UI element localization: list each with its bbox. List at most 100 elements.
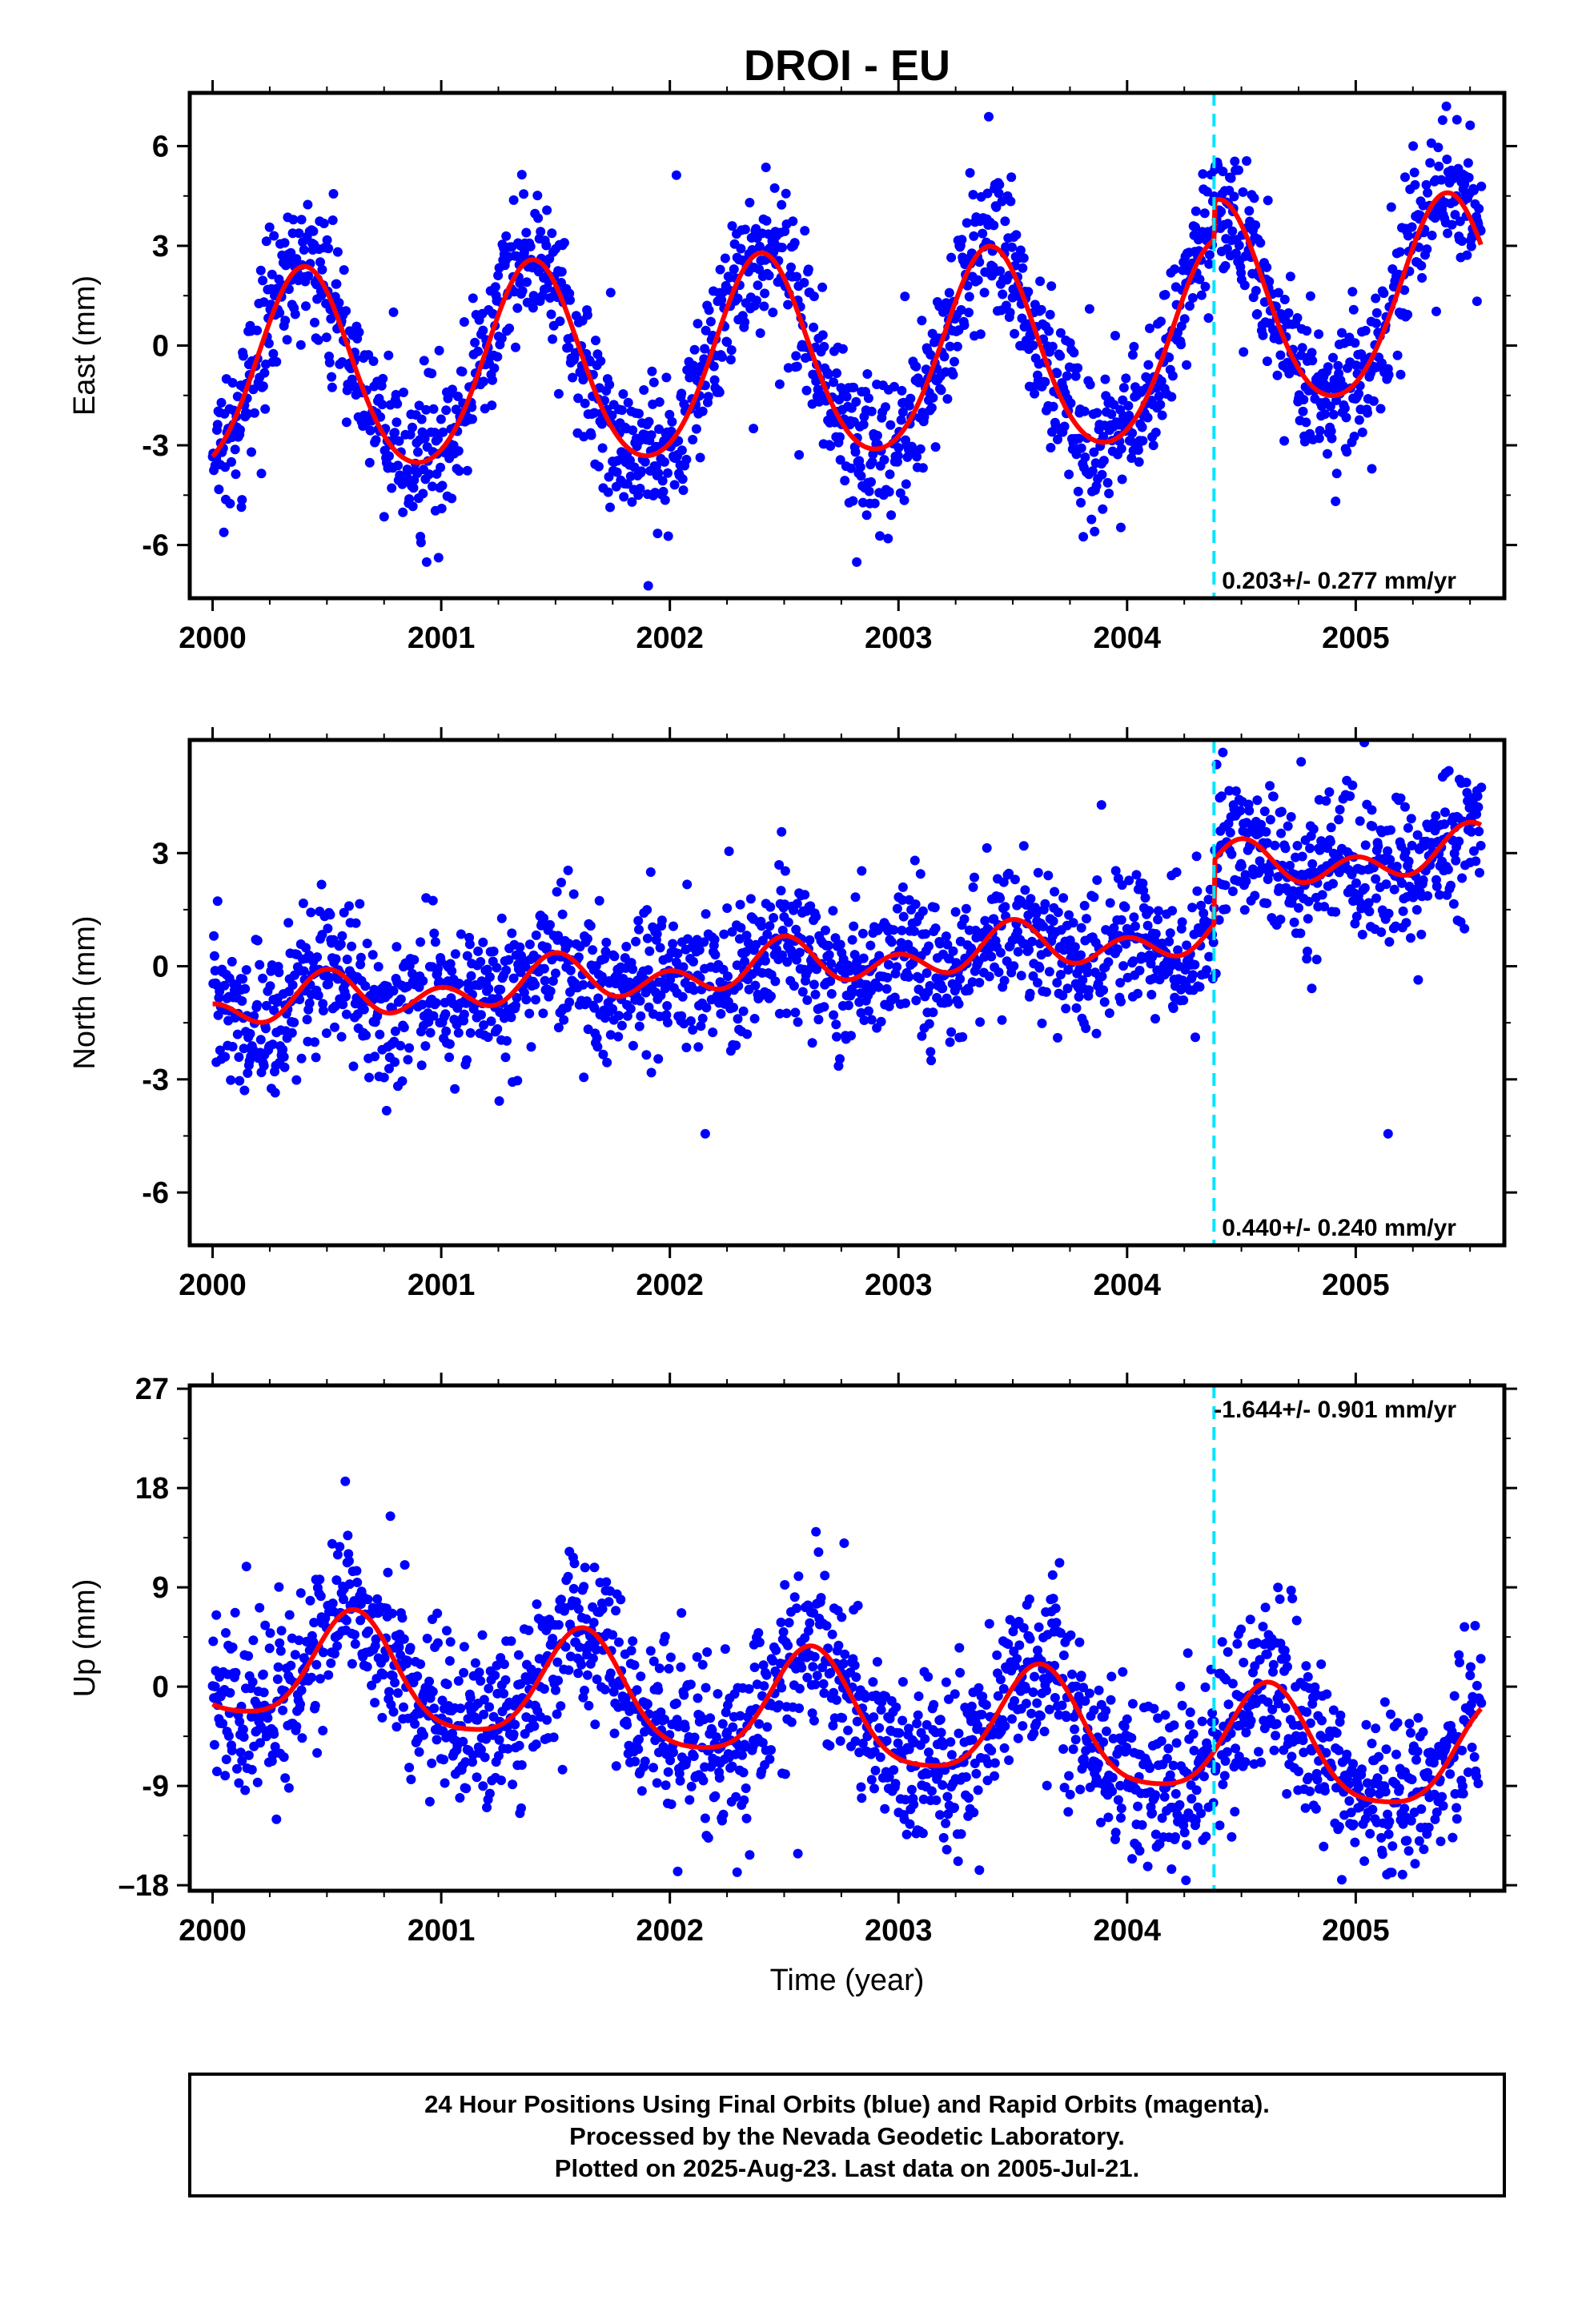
east-data-point: [468, 293, 478, 304]
north-data-point: [1383, 1128, 1393, 1139]
north-data-point: [594, 895, 604, 906]
up-data-point: [218, 1719, 228, 1729]
east-data-point: [691, 424, 701, 434]
up-data-point: [459, 1642, 469, 1652]
north-data-point: [757, 921, 767, 931]
north-data-point: [719, 929, 729, 939]
east-data-point: [1098, 432, 1109, 442]
up-data-point: [494, 1735, 504, 1745]
up-data-point: [765, 1754, 775, 1764]
east-data-point: [433, 434, 443, 444]
up-data-point: [581, 1614, 592, 1624]
up-data-point: [221, 1628, 231, 1638]
north-data-point: [1121, 939, 1131, 949]
x-tick-label: 2000: [179, 1269, 247, 1302]
east-data-point: [1234, 165, 1243, 175]
north-data-point: [245, 1028, 255, 1039]
north-data-point: [982, 842, 992, 853]
up-data-point: [661, 1780, 671, 1791]
north-data-point: [722, 903, 733, 913]
north-data-point: [1355, 816, 1365, 826]
up-data-point: [762, 1722, 773, 1732]
up-data-point: [552, 1709, 562, 1719]
north-data-point: [736, 923, 746, 933]
north-data-point: [444, 1052, 455, 1063]
east-data-point: [1395, 247, 1405, 257]
east-data-point: [761, 215, 772, 226]
east-data-point: [1097, 469, 1107, 480]
north-data-point: [777, 826, 787, 837]
north-data-point: [403, 1055, 413, 1065]
east-data-point: [282, 335, 292, 345]
east-data-point: [1274, 287, 1283, 298]
up-data-point: [424, 1676, 435, 1687]
east-data-point: [1166, 392, 1177, 402]
east-data-point: [1371, 293, 1381, 304]
east-data-point: [555, 316, 565, 327]
east-data-point: [1176, 321, 1186, 332]
east-data-point: [942, 394, 953, 404]
east-data-point: [559, 238, 569, 248]
north-data-point: [1144, 906, 1154, 916]
east-data-point: [936, 385, 946, 396]
north-data-point: [769, 913, 779, 923]
east-data-point: [387, 483, 397, 493]
east-data-point: [978, 228, 988, 239]
north-data-point: [1053, 1032, 1062, 1043]
north-data-point: [892, 962, 902, 972]
north-data-point: [1020, 885, 1030, 895]
east-data-point: [1462, 250, 1472, 260]
north-data-point: [588, 945, 598, 955]
north-data-point: [420, 1041, 431, 1051]
up-data-point: [856, 1782, 866, 1792]
north-data-point: [1471, 856, 1481, 866]
north-data-point: [243, 1068, 253, 1078]
east-data-point: [720, 253, 730, 263]
east-data-point: [1164, 352, 1174, 363]
east-data-point: [235, 424, 245, 435]
north-data-point: [440, 1009, 451, 1019]
east-data-point: [1036, 304, 1046, 315]
up-data-point: [444, 1656, 455, 1666]
east-data-point: [212, 420, 223, 430]
up-data-point: [532, 1599, 542, 1610]
east-data-point: [729, 264, 739, 275]
north-data-point: [616, 1020, 627, 1031]
north-data-point: [1165, 928, 1175, 939]
up-data-point: [837, 1612, 847, 1622]
up-data-point: [805, 1618, 815, 1628]
north-data-point: [238, 974, 248, 984]
north-data-point: [317, 930, 327, 940]
north-data-point: [1074, 991, 1084, 1002]
east-data-point: [819, 341, 829, 352]
north-data-point: [625, 1003, 636, 1014]
east-data-point: [512, 251, 522, 261]
east-data-point: [1337, 328, 1347, 338]
east-data-point: [1137, 422, 1147, 432]
north-data-point: [1262, 838, 1272, 848]
north-data-point: [975, 1017, 986, 1027]
up-data-point: [591, 1644, 601, 1655]
north-data-point: [1345, 791, 1355, 802]
up-data-point: [629, 1660, 640, 1671]
north-data-point: [1302, 954, 1312, 964]
east-data-point: [504, 324, 515, 333]
east-data-point: [1196, 290, 1207, 300]
north-data-point: [1443, 766, 1454, 776]
east-data-point: [1431, 306, 1441, 316]
north-data-point: [1016, 971, 1026, 981]
north-data-point: [409, 955, 420, 965]
north-data-point: [1208, 937, 1219, 947]
up-data-point: [295, 1699, 305, 1710]
north-data-point: [970, 872, 979, 883]
north-data-point: [886, 937, 897, 947]
up-data-point: [383, 1567, 393, 1578]
up-data-point: [267, 1750, 278, 1760]
north-data-point: [780, 866, 790, 876]
north-data-point: [1461, 723, 1471, 733]
north-data-point: [1078, 975, 1088, 985]
north-data-point: [215, 1045, 225, 1055]
up-data-point: [343, 1549, 354, 1559]
east-data-point: [885, 469, 895, 480]
